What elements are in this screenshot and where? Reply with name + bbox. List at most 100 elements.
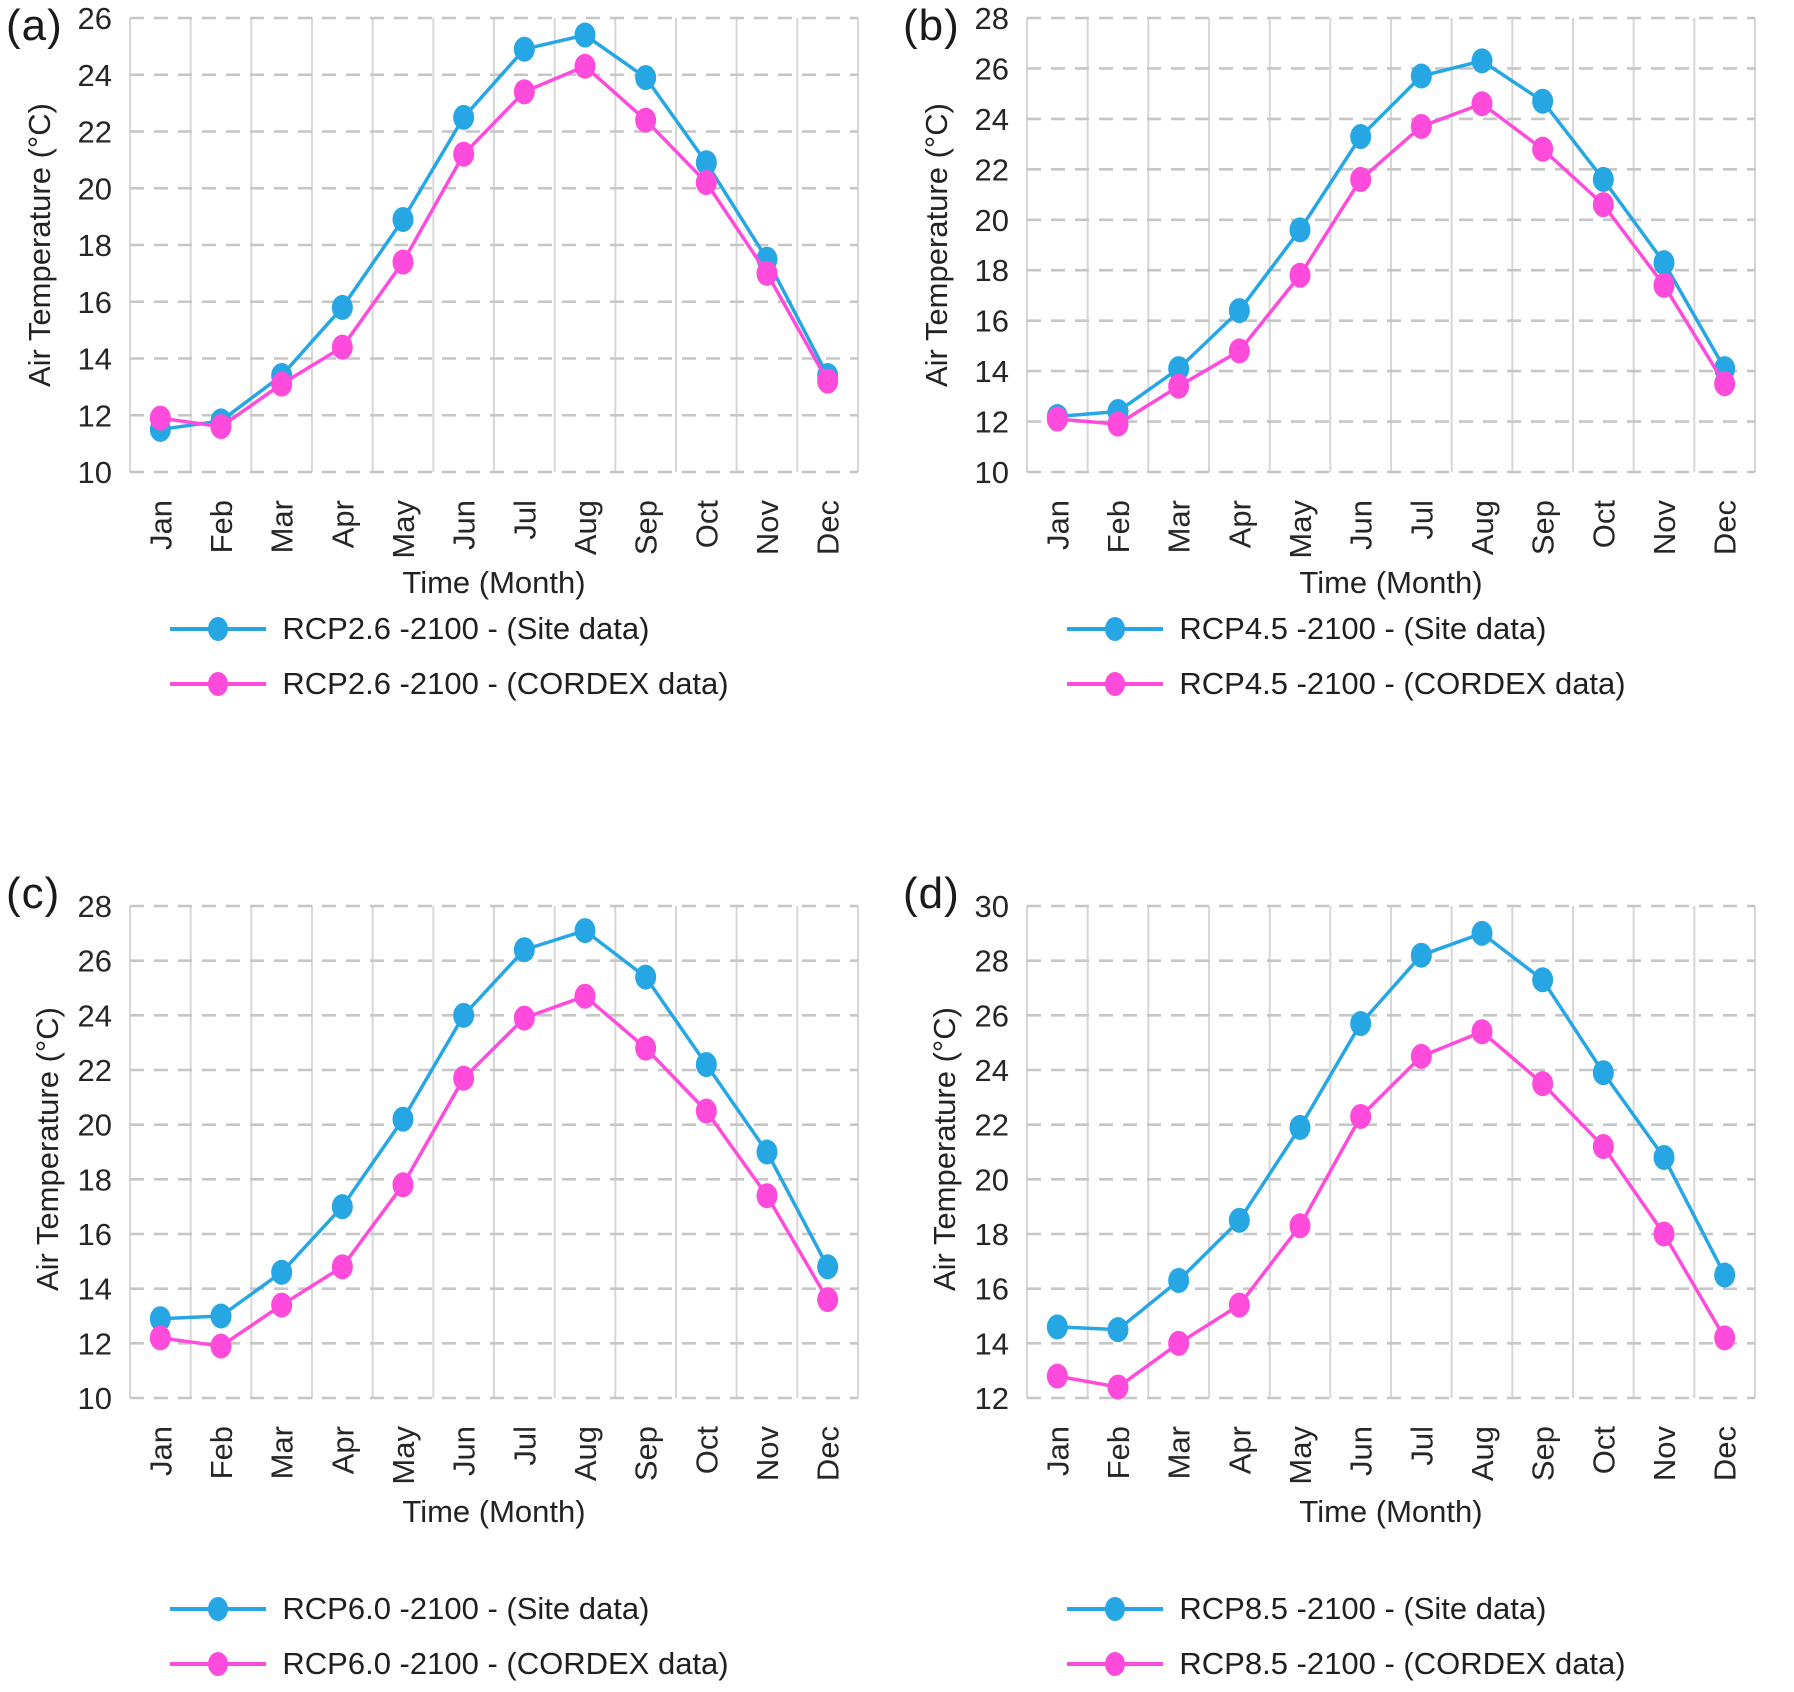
x-tick-label: Oct xyxy=(689,1426,724,1475)
x-tick-label: Nov xyxy=(1647,500,1682,556)
x-tick-label: Sep xyxy=(1526,500,1561,555)
data-point-cordex xyxy=(1289,262,1311,288)
x-tick-label: Oct xyxy=(1586,500,1621,549)
y-tick-label: 20 xyxy=(975,203,1009,238)
x-axis-title: Time (Month) xyxy=(402,1494,586,1529)
data-point-cordex xyxy=(210,1333,232,1359)
x-tick-label: Mar xyxy=(265,500,300,553)
data-point-site xyxy=(1228,1207,1250,1233)
data-point-cordex xyxy=(1046,1363,1068,1389)
panel-d: (d) 12 14 16 18 20 22 24 26 28 30 Jan Feb Mar Apr May J… xyxy=(897,846,1794,1692)
x-tick-label: Oct xyxy=(689,500,724,549)
data-point-site xyxy=(513,937,535,963)
data-point-site xyxy=(817,1254,839,1280)
y-tick-label: 14 xyxy=(975,354,1009,389)
x-tick-label: Mar xyxy=(1162,500,1197,553)
data-point-cordex xyxy=(1471,91,1493,117)
y-tick-label: 24 xyxy=(975,1053,1009,1088)
data-point-cordex xyxy=(1532,1071,1554,1097)
legend-marker xyxy=(208,1597,229,1621)
data-point-site xyxy=(513,36,535,62)
legend-line-marker-icon xyxy=(1067,1652,1164,1676)
legend-item-site: RCP8.5 -2100 - (Site data) xyxy=(1065,1590,1546,1628)
data-point-site xyxy=(210,1303,232,1329)
data-point-site xyxy=(635,65,657,91)
series-line-site xyxy=(158,928,830,1321)
y-tick-label: 16 xyxy=(78,285,112,320)
data-point-cordex xyxy=(1653,272,1675,298)
y-axis-title: Air Temperature (°C) xyxy=(22,102,57,388)
x-tick-label: Apr xyxy=(1222,500,1257,548)
data-point-site xyxy=(1289,1114,1311,1140)
legend-label: RCP2.6 -2100 - (Site data) xyxy=(282,611,650,646)
y-tick-label: 16 xyxy=(975,1272,1009,1307)
data-point-cordex xyxy=(817,368,839,394)
x-tick-label: Apr xyxy=(325,1426,360,1474)
data-point-cordex xyxy=(1714,371,1736,397)
y-tick-label: 10 xyxy=(975,455,1009,490)
y-tick-label: 28 xyxy=(975,944,1009,979)
data-point-cordex xyxy=(1592,1134,1614,1160)
legend-label: RCP4.5 -2100 - (Site data) xyxy=(1179,611,1547,646)
x-tick-label: Jan xyxy=(1040,500,1075,550)
data-point-cordex xyxy=(635,1035,657,1061)
data-point-site xyxy=(149,1306,171,1332)
x-tick-label: Nov xyxy=(1647,1426,1682,1482)
data-point-site xyxy=(1350,124,1372,150)
chart-plot-area: 10 12 14 16 18 20 22 24 26 Jan Feb Mar Apr May Jun Jul A… xyxy=(78,1,859,559)
y-tick-label: 12 xyxy=(975,1381,1009,1416)
x-tick-label: Feb xyxy=(204,500,239,553)
data-point-cordex xyxy=(574,983,596,1009)
x-tick-label: Aug xyxy=(1465,500,1500,555)
x-tick-label: Mar xyxy=(265,1426,300,1479)
data-point-cordex xyxy=(817,1287,839,1313)
x-tick-label: Nov xyxy=(750,500,785,556)
data-point-site xyxy=(1592,1060,1614,1086)
series-line-cordex xyxy=(1055,1029,1727,1389)
y-tick-label: 18 xyxy=(975,1217,1009,1252)
x-tick-label: Jun xyxy=(447,500,482,550)
data-point-site xyxy=(1168,1267,1190,1293)
data-point-site xyxy=(1410,942,1432,968)
x-tick-label: Dec xyxy=(811,1426,846,1481)
legend: RCP6.0 -2100 - (Site data) RCP6.0 -2100 … xyxy=(0,1590,897,1683)
y-tick-label: 14 xyxy=(78,342,112,377)
data-point-cordex xyxy=(574,53,596,79)
legend-line-marker-icon xyxy=(1067,617,1164,641)
y-tick-label: 28 xyxy=(78,889,112,924)
data-point-cordex xyxy=(513,79,535,105)
legend-marker xyxy=(1105,672,1126,696)
legend-item-site: RCP2.6 -2100 - (Site data) xyxy=(168,610,649,648)
data-point-cordex xyxy=(210,414,232,440)
legend-line-marker-icon xyxy=(1067,1597,1164,1621)
y-axis-title: Air Temperature (°C) xyxy=(30,1006,65,1292)
x-axis-title: Time (Month) xyxy=(1299,565,1483,600)
x-tick-label: Sep xyxy=(1526,1426,1561,1481)
data-point-cordex xyxy=(1350,1103,1372,1129)
legend-label: RCP2.6 -2100 - (CORDEX data) xyxy=(282,666,729,701)
legend-item-site: RCP4.5 -2100 - (Site data) xyxy=(1065,610,1546,648)
legend-marker xyxy=(208,1652,229,1676)
legend-line-marker-icon xyxy=(170,1597,267,1621)
y-tick-label: 10 xyxy=(78,1381,112,1416)
legend-marker xyxy=(208,672,229,696)
data-point-cordex xyxy=(453,141,475,167)
legend-item-cordex: RCP8.5 -2100 - (CORDEX data) xyxy=(1065,1645,1626,1683)
chart-plot-area: 12 14 16 18 20 22 24 26 28 30 Jan Feb Mar Apr May Jun Ju… xyxy=(975,889,1756,1485)
legend-line-marker-icon xyxy=(170,672,267,696)
panel-label: (d) xyxy=(903,869,960,918)
y-tick-label: 12 xyxy=(975,405,1009,440)
data-point-site xyxy=(1714,1262,1736,1288)
data-point-site xyxy=(756,1139,778,1165)
y-tick-label: 10 xyxy=(78,455,112,490)
x-tick-label: May xyxy=(1283,500,1318,559)
data-point-cordex xyxy=(695,170,717,196)
data-point-cordex xyxy=(1592,192,1614,218)
data-point-cordex xyxy=(756,1183,778,1209)
x-tick-label: Jul xyxy=(507,500,542,540)
data-point-site xyxy=(1471,48,1493,74)
data-point-site xyxy=(635,964,657,990)
legend-label: RCP6.0 -2100 - (CORDEX data) xyxy=(282,1646,729,1681)
x-tick-label: Jun xyxy=(1344,500,1379,550)
data-point-site xyxy=(695,150,717,176)
